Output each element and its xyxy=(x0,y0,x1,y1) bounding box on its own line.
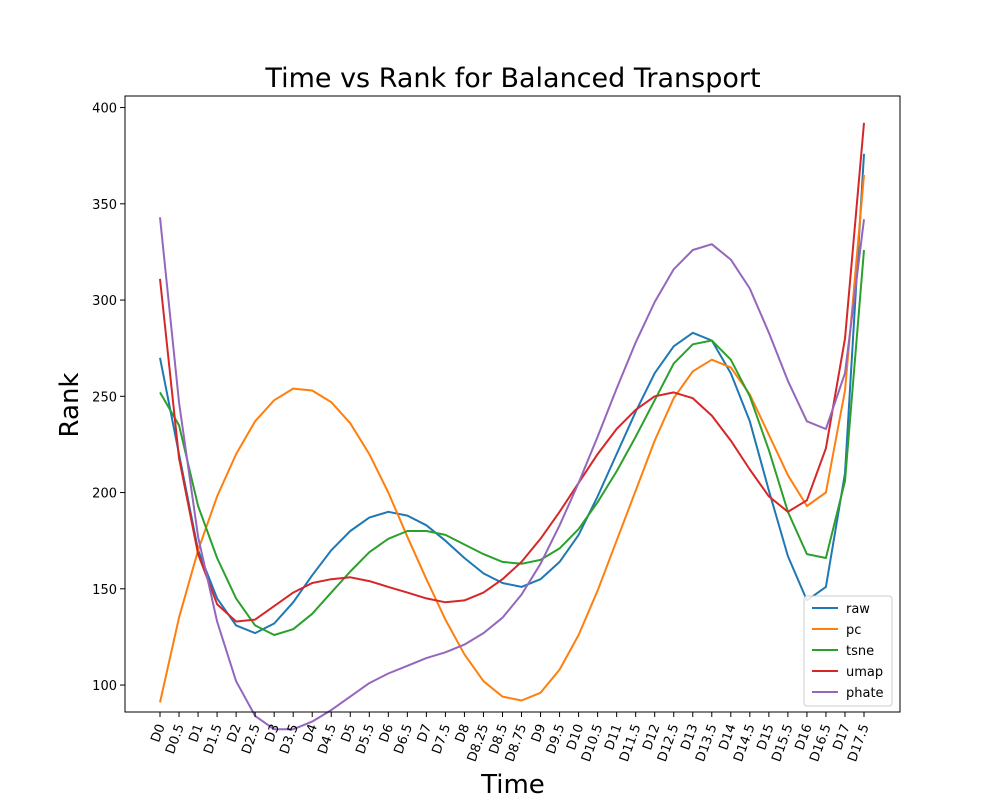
series-line-tsne xyxy=(159,249,865,636)
x-tick-label: D9 xyxy=(529,722,549,744)
legend-label-pc: pc xyxy=(846,623,861,638)
y-tick-label: 350 xyxy=(92,198,117,213)
y-tick-label: 200 xyxy=(92,487,117,502)
legend-label-umap: umap xyxy=(846,665,883,680)
legend-label-raw: raw xyxy=(846,602,870,617)
x-tick-label: D5 xyxy=(339,722,359,744)
plot-area: 100150200250300350400D0D0.5D1D1.5D2D2.5D… xyxy=(92,95,901,764)
y-tick-label: 150 xyxy=(92,583,117,598)
x-tick-label: D0 xyxy=(148,722,168,744)
legend-box xyxy=(803,595,893,707)
legend-label-phate: phate xyxy=(846,686,884,701)
x-tick-label: D8 xyxy=(453,722,473,744)
series-line-raw xyxy=(159,153,865,635)
legend: raw pc tsne umap phate xyxy=(803,595,893,707)
x-tick-label: D1 xyxy=(186,722,206,744)
y-tick-label: 300 xyxy=(92,294,117,309)
series-line-pc xyxy=(159,174,865,703)
x-tick-label: D4 xyxy=(301,722,321,744)
legend-label-tsne: tsne xyxy=(846,644,874,659)
y-tick-label: 100 xyxy=(92,679,117,694)
x-tick-label: D2 xyxy=(225,722,245,744)
y-tick-label: 250 xyxy=(92,390,117,405)
x-axis-label: Time xyxy=(480,770,545,800)
axes-frame xyxy=(124,95,901,713)
y-axis-label: Rank xyxy=(55,373,85,438)
series-line-umap xyxy=(159,122,865,623)
chart-title: Time vs Rank for Balanced Transport xyxy=(264,63,760,94)
x-tick-label: D6 xyxy=(377,722,397,744)
y-tick-label: 400 xyxy=(92,102,117,117)
series-line-phate xyxy=(159,217,865,731)
x-tick-label: D3 xyxy=(263,722,283,744)
x-tick-label: D7 xyxy=(415,722,435,744)
